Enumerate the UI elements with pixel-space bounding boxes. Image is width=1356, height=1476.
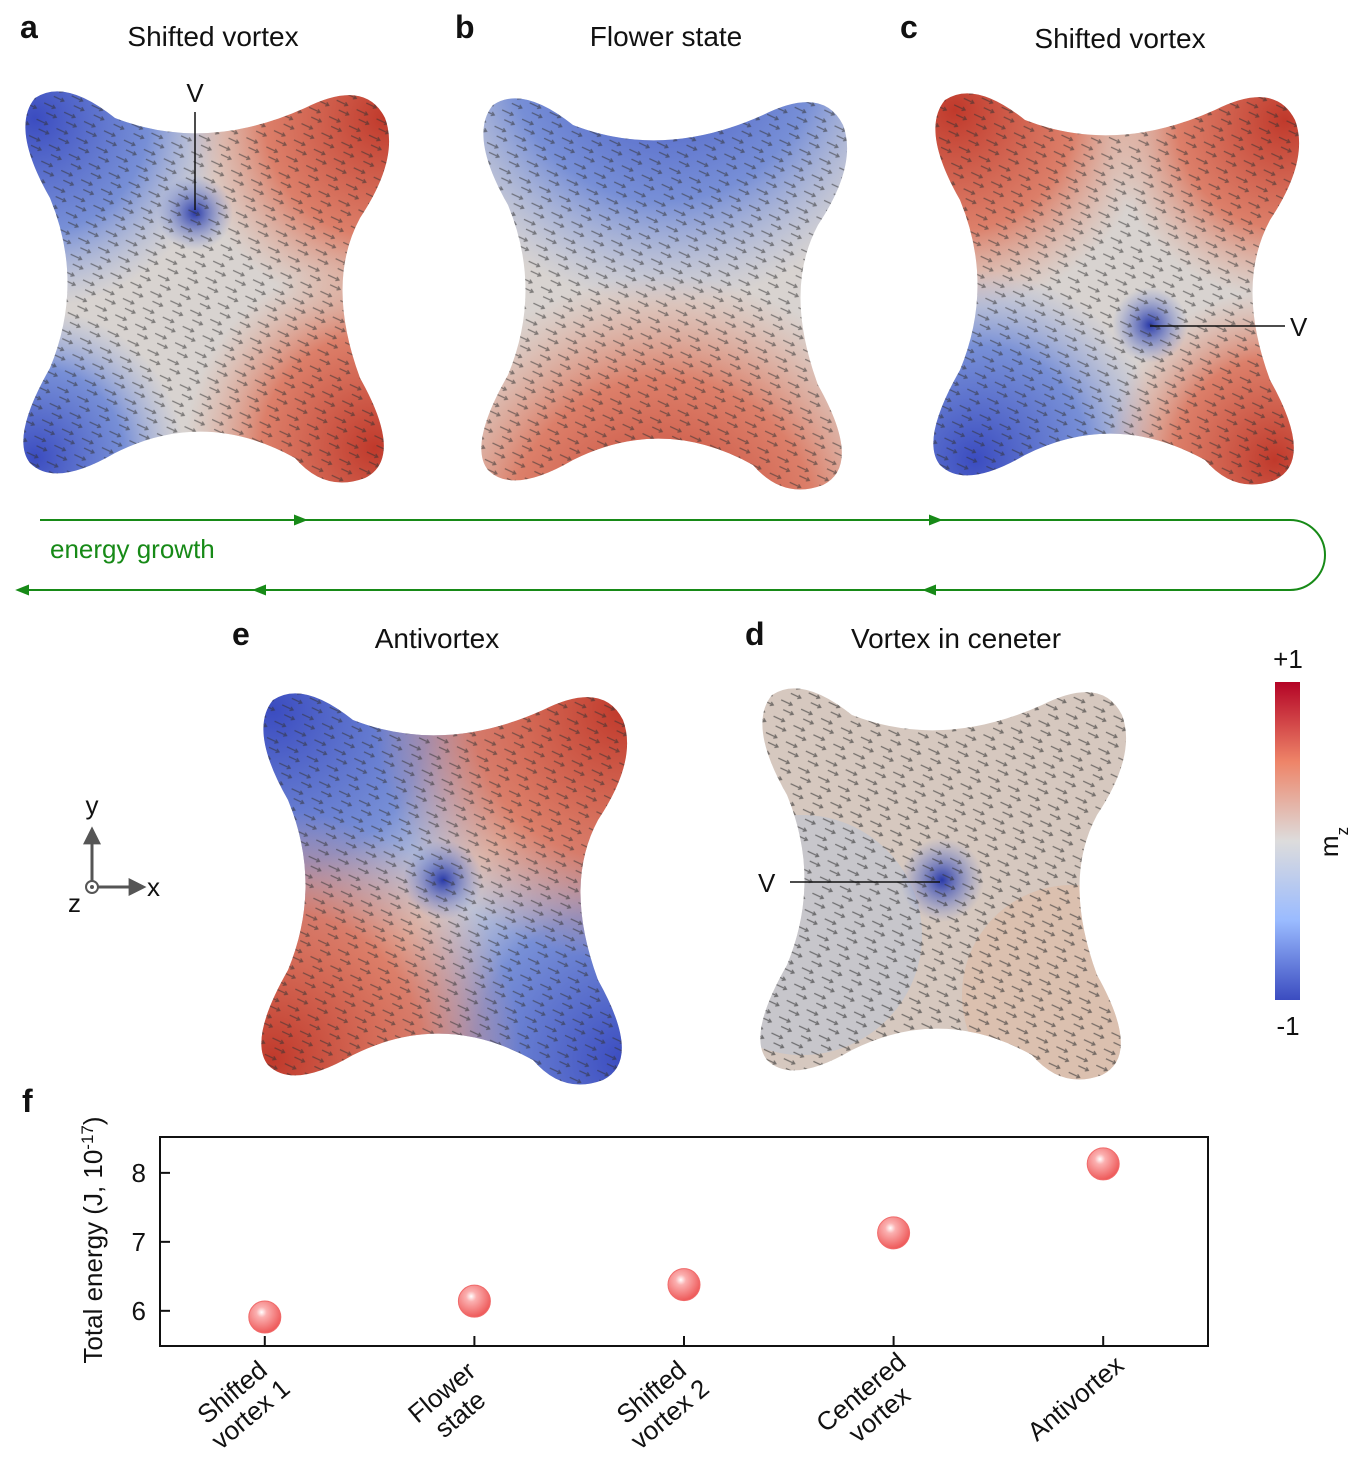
point xyxy=(1087,1148,1119,1180)
point xyxy=(668,1269,700,1301)
panel-letter: b xyxy=(455,9,475,45)
axis-x-label: x xyxy=(147,872,160,902)
panel-title: Antivortex xyxy=(375,623,500,654)
y-axis-label: Total energy (J, 10-17) xyxy=(78,1116,109,1363)
point xyxy=(249,1301,281,1333)
colorbar-min: -1 xyxy=(1276,1011,1299,1041)
plot-frame xyxy=(160,1137,1208,1346)
colorbar-label-sub: z xyxy=(1333,827,1352,836)
vortex-marker: V xyxy=(758,868,776,898)
page: a Shifted vortex b Flower state c Shifte… xyxy=(0,0,1356,1476)
panel-title: Shifted vortex xyxy=(127,21,298,52)
colorbar-label: mz xyxy=(1314,827,1352,857)
y-axis-label-exp: -17 xyxy=(78,1125,97,1150)
x-tick-label: Antivortex xyxy=(1021,1349,1129,1446)
panel-letter: e xyxy=(232,616,250,652)
panel-title: Shifted vortex xyxy=(1034,23,1205,54)
panel-letter: c xyxy=(900,9,918,45)
y-tick-label: 7 xyxy=(132,1227,146,1257)
panel-letter: a xyxy=(20,9,38,45)
x-tick-label: Shiftedvortex 2 xyxy=(606,1351,715,1455)
x-tick-label-line: Antivortex xyxy=(1021,1349,1129,1446)
vortex-marker: V xyxy=(1290,312,1308,342)
x-tick-label: Centeredvortex xyxy=(810,1346,930,1460)
y-tick-label: 6 xyxy=(132,1296,146,1326)
axes-icon xyxy=(86,830,143,893)
panel-letter: d xyxy=(745,616,765,652)
panel-b-map xyxy=(403,0,923,795)
flow-label: energy growth xyxy=(50,534,215,564)
y-axis-label-main: Total energy (J, 10 xyxy=(78,1150,108,1364)
y-axis-label-end: ) xyxy=(78,1116,108,1125)
axis-y-label: y xyxy=(86,790,99,820)
vortex-marker: V xyxy=(186,78,204,108)
colorbar-label-main: m xyxy=(1314,835,1344,857)
panel-c-map xyxy=(755,0,1356,650)
figure: a Shifted vortex b Flower state c Shifte… xyxy=(0,0,1356,1471)
panel-letter: f xyxy=(22,1083,33,1119)
point xyxy=(878,1217,910,1249)
panel-d-map xyxy=(682,675,1182,1105)
axis-z-label: z xyxy=(68,888,81,918)
point xyxy=(458,1285,490,1317)
y-tick-label: 8 xyxy=(132,1158,146,1188)
colorbar xyxy=(1275,682,1300,1000)
panel-title: Vortex in ceneter xyxy=(851,623,1061,654)
x-tick-label: Shiftedvortex 1 xyxy=(187,1351,296,1455)
x-tick-label: Flowerstate xyxy=(402,1355,500,1450)
colorbar-max: +1 xyxy=(1273,644,1303,674)
panel-title: Flower state xyxy=(590,21,743,52)
